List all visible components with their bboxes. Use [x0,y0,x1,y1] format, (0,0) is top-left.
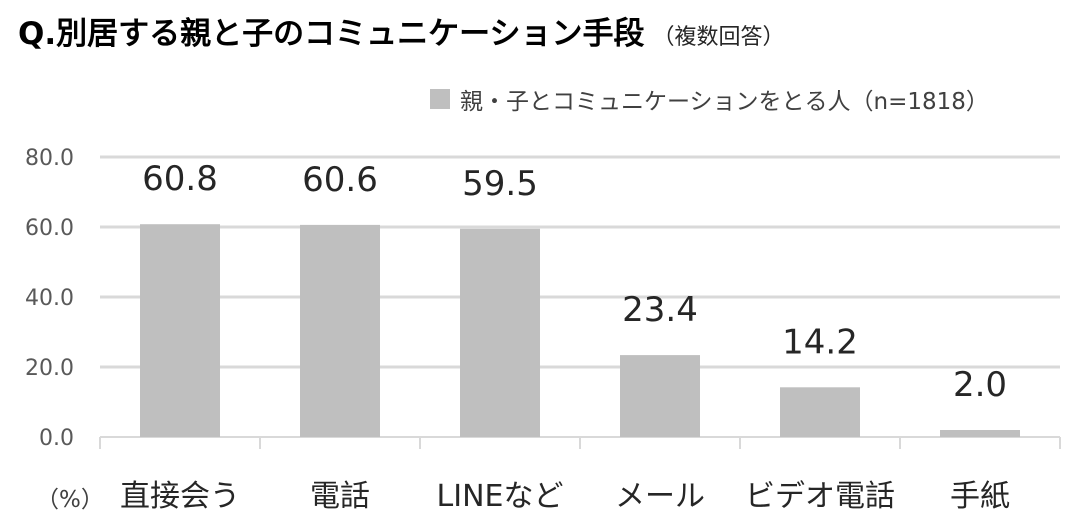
y-tick-label: 0.0 [39,426,74,451]
x-tick-label: メール [615,479,705,514]
y-tick-label: 80.0 [25,146,74,171]
data-label: 60.6 [302,160,378,200]
x-tick-label: 直接会う [120,479,240,514]
bar [300,224,380,437]
chart-title: Q.別居する親と子のコミュニケーション手段 （複数回答） [18,8,785,53]
legend: 親・子とコミュニケーションをとる人（n=1818） [430,84,989,115]
data-label: 60.8 [142,159,218,199]
bar [940,430,1020,437]
data-label: 2.0 [953,365,1007,405]
x-tick-label: LINEなど [437,479,564,514]
bar [780,387,860,437]
data-label: 23.4 [622,290,698,330]
bar [620,355,700,437]
y-tick-label: 40.0 [25,286,74,311]
data-label: 14.2 [782,322,858,362]
legend-swatch [430,89,450,109]
x-tick-label: ビデオ電話 [745,479,895,514]
bar [460,228,540,437]
x-tick-label: 手紙 [950,479,1010,514]
y-tick-label: 60.0 [25,216,74,241]
y-tick-label: 20.0 [25,356,74,381]
bar [140,224,220,437]
data-label: 59.5 [462,164,538,204]
legend-label: 親・子とコミュニケーションをとる人（n=1818） [460,89,989,115]
chart-title-main: Q.別居する親と子のコミュニケーション手段 [18,16,645,52]
x-tick-label: 電話 [310,479,370,514]
unit-label: （%） [36,487,104,513]
chart-subtitle: （複数回答） [652,25,785,50]
